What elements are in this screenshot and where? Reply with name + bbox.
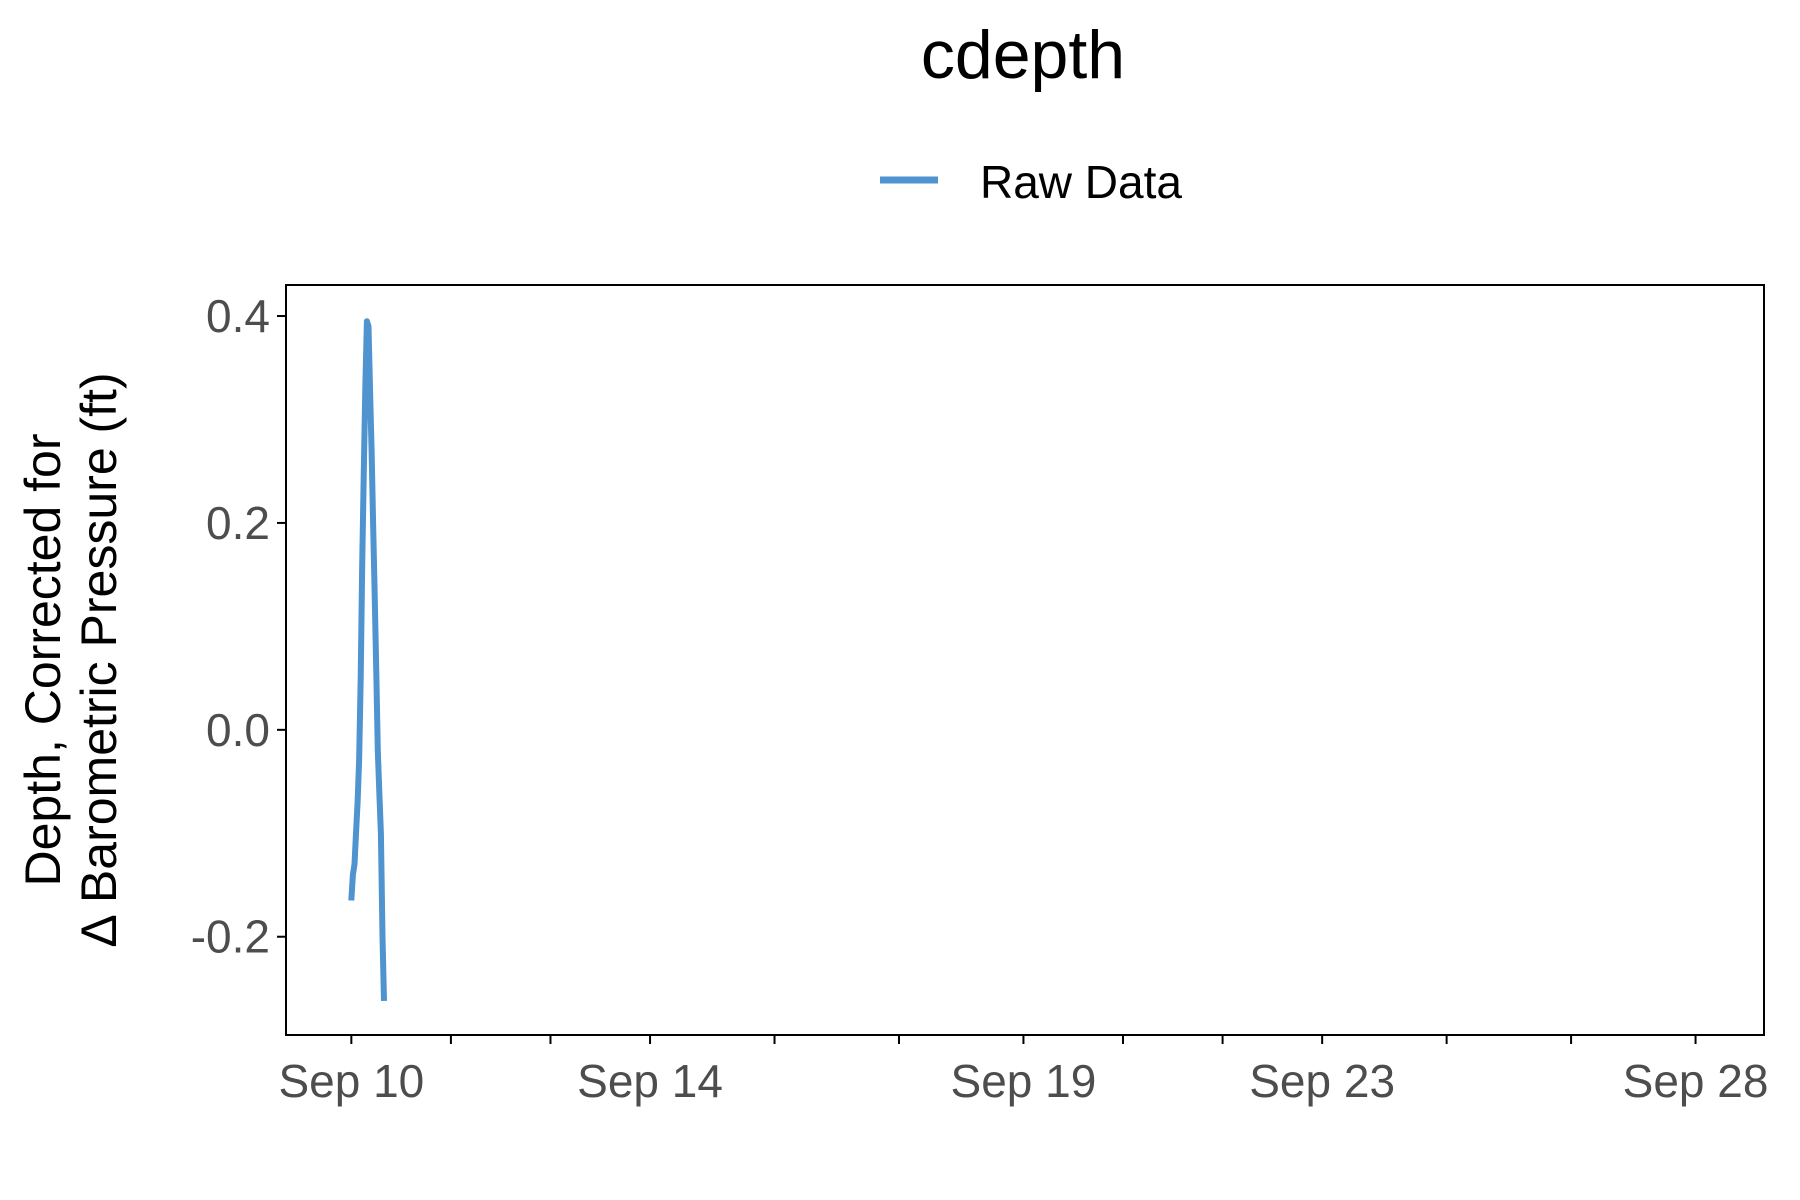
y-tick-label: -0.2 — [191, 911, 270, 963]
series-layer — [348, 318, 387, 1001]
y-axis-title-line-1: Depth, Corrected for — [15, 434, 71, 887]
y-tick-label: 0.4 — [206, 290, 270, 342]
y-axis: -0.2 0.0 0.2 0.4 — [191, 290, 286, 963]
x-tick-label: Sep 10 — [278, 1055, 424, 1107]
legend: Raw Data — [880, 156, 1182, 208]
plot-panel — [285, 284, 1765, 1036]
chart-title: cdepth — [921, 17, 1125, 93]
x-axis: Sep 10 Sep 14 Sep 19 Sep 23 Sep 28 — [278, 1035, 1768, 1107]
x-tick-label: Sep 14 — [577, 1055, 723, 1107]
y-axis-title-line-2: Δ Barometric Pressure (ft) — [71, 372, 127, 947]
x-tick-label: Sep 28 — [1623, 1055, 1769, 1107]
y-axis-title: Depth, Corrected for Δ Barometric Pressu… — [15, 372, 127, 947]
y-tick-label: 0.0 — [206, 704, 270, 756]
series-line-raw-data — [348, 318, 387, 1001]
x-tick-label: Sep 19 — [951, 1055, 1097, 1107]
x-tick-label: Sep 23 — [1249, 1055, 1395, 1107]
legend-label-raw-data: Raw Data — [980, 156, 1182, 208]
y-tick-label: 0.2 — [206, 497, 270, 549]
